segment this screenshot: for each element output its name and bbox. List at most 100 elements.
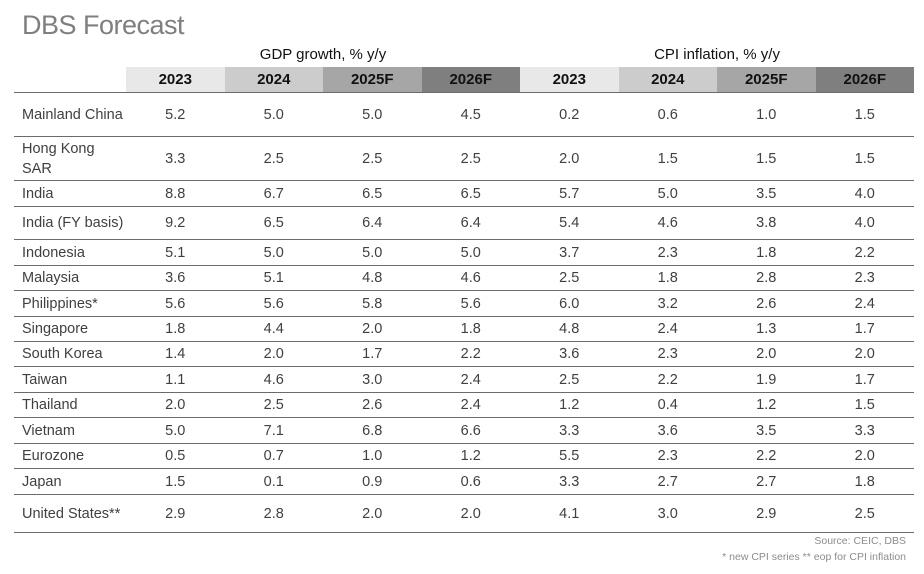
cpi-value-cell: 1.5 — [815, 392, 915, 418]
gdp-value-cell: 2.0 — [323, 316, 422, 342]
country-cell: Indonesia — [14, 239, 126, 266]
gdp-value-cell: 2.0 — [421, 494, 520, 533]
gdp-value-cell: 2.9 — [126, 494, 225, 533]
gdp-value-cell: 3.3 — [126, 136, 225, 181]
cpi-group-header: CPI inflation, % y/y — [654, 46, 780, 63]
cpi-value-cell: 0.2 — [520, 92, 619, 137]
gdp-value-cell: 5.6 — [126, 290, 225, 317]
cpi-year-header: 2025F — [717, 67, 816, 93]
cpi-value-cell: 2.3 — [618, 341, 717, 367]
gdp-value-cell: 2.4 — [421, 392, 520, 418]
table-row: Vietnam 5.0 7.1 6.8 6.6 3.3 3.6 3.5 3.3 — [14, 417, 915, 444]
table-row: Taiwan 1.1 4.6 3.0 2.4 2.5 2.2 1.9 1.7 — [14, 366, 915, 393]
cpi-value-cell: 2.3 — [618, 239, 717, 266]
gdp-value-cell: 5.1 — [126, 239, 225, 266]
cpi-value-cell: 3.8 — [717, 206, 816, 240]
country-cell: Thailand — [14, 392, 126, 418]
gdp-group-header: GDP growth, % y/y — [259, 46, 387, 63]
cpi-value-cell: 3.5 — [717, 180, 816, 207]
cpi-value-cell: 2.0 — [717, 341, 816, 367]
gdp-value-cell: 5.0 — [224, 239, 323, 266]
country-cell: Philippines* — [14, 290, 126, 317]
table-row: Malaysia 3.6 5.1 4.8 4.6 2.5 1.8 2.8 2.3 — [14, 265, 915, 291]
cpi-value-cell: 5.4 — [520, 206, 619, 240]
cpi-value-cell: 4.1 — [520, 494, 619, 533]
cpi-value-cell: 6.0 — [520, 290, 619, 317]
cpi-year-header: 2023 — [520, 67, 619, 93]
gdp-value-cell: 5.0 — [224, 92, 323, 137]
country-cell: South Korea — [14, 341, 126, 367]
gdp-value-cell: 6.6 — [421, 417, 520, 444]
cpi-value-cell: 3.6 — [618, 417, 717, 444]
gdp-value-cell: 4.8 — [323, 265, 422, 291]
gdp-value-cell: 1.4 — [126, 341, 225, 367]
cpi-value-cell: 4.0 — [815, 206, 915, 240]
gdp-value-cell: 0.1 — [224, 468, 323, 495]
cpi-value-cell: 2.0 — [815, 443, 915, 469]
country-cell: India — [14, 180, 126, 207]
gdp-value-cell: 4.5 — [421, 92, 520, 137]
country-cell: United States** — [14, 494, 126, 533]
table-row: Thailand 2.0 2.5 2.6 2.4 1.2 0.4 1.2 1.5 — [14, 392, 915, 418]
gdp-value-cell: 4.4 — [224, 316, 323, 342]
table-row: India (FY basis) 9.2 6.5 6.4 6.4 5.4 4.6 3.8 4.0 — [14, 206, 915, 240]
cpi-value-cell: 3.3 — [815, 417, 915, 444]
gdp-value-cell: 4.6 — [224, 366, 323, 393]
gdp-value-cell: 3.6 — [126, 265, 225, 291]
gdp-value-cell: 1.7 — [323, 341, 422, 367]
cpi-value-cell: 2.5 — [815, 494, 915, 533]
gdp-value-cell: 2.8 — [224, 494, 323, 533]
header-blank — [14, 42, 126, 67]
footnote: * new CPI series ** eop for CPI inflatio… — [722, 551, 906, 563]
cpi-value-cell: 2.6 — [717, 290, 816, 317]
cpi-year-header: 2024 — [618, 67, 717, 93]
table-row: Hong Kong SAR 3.3 2.5 2.5 2.5 2.0 1.5 1.5 1.5 — [14, 136, 915, 181]
gdp-value-cell: 5.1 — [224, 265, 323, 291]
cpi-value-cell: 1.3 — [717, 316, 816, 342]
cpi-value-cell: 4.6 — [618, 206, 717, 240]
cpi-value-cell: 1.8 — [618, 265, 717, 291]
gdp-value-cell: 5.0 — [126, 417, 225, 444]
gdp-value-cell: 2.5 — [224, 136, 323, 181]
table-row: South Korea 1.4 2.0 1.7 2.2 3.6 2.3 2.0 2.0 — [14, 341, 915, 367]
gdp-value-cell: 2.2 — [421, 341, 520, 367]
table-row: United States** 2.9 2.8 2.0 2.0 4.1 3.0 2.9 2.5 — [14, 494, 915, 533]
cpi-year-header: 2026F — [815, 67, 915, 93]
year-header-blank — [14, 67, 126, 93]
table-row: India 8.8 6.7 6.5 6.5 5.7 5.0 3.5 4.0 — [14, 180, 915, 207]
cpi-value-cell: 2.5 — [520, 265, 619, 291]
cpi-value-cell: 2.0 — [815, 341, 915, 367]
cpi-value-cell: 3.0 — [618, 494, 717, 533]
country-cell: Taiwan — [14, 366, 126, 393]
gdp-value-cell: 3.0 — [323, 366, 422, 393]
cpi-value-cell: 2.0 — [520, 136, 619, 181]
gdp-value-cell: 0.9 — [323, 468, 422, 495]
gdp-value-cell: 9.2 — [126, 206, 225, 240]
country-cell: Hong Kong SAR — [14, 136, 126, 181]
cpi-value-cell: 0.6 — [618, 92, 717, 137]
cpi-value-cell: 3.3 — [520, 417, 619, 444]
cpi-value-cell: 2.7 — [618, 468, 717, 495]
gdp-value-cell: 1.2 — [421, 443, 520, 469]
cpi-value-cell: 4.8 — [520, 316, 619, 342]
gdp-year-header: 2023 — [126, 67, 225, 93]
gdp-value-cell: 6.5 — [224, 206, 323, 240]
cpi-value-cell: 1.9 — [717, 366, 816, 393]
cpi-value-cell: 2.8 — [717, 265, 816, 291]
gdp-value-cell: 1.8 — [126, 316, 225, 342]
source-note: Source: CEIC, DBS — [814, 535, 906, 547]
gdp-value-cell: 2.6 — [323, 392, 422, 418]
cpi-value-cell: 1.8 — [815, 468, 915, 495]
gdp-value-cell: 2.0 — [323, 494, 422, 533]
gdp-value-cell: 5.0 — [323, 239, 422, 266]
country-cell: India (FY basis) — [14, 206, 126, 240]
cpi-value-cell: 2.2 — [815, 239, 915, 266]
cpi-value-cell: 2.9 — [717, 494, 816, 533]
gdp-year-header: 2025F — [323, 67, 422, 93]
gdp-value-cell: 6.5 — [421, 180, 520, 207]
gdp-value-cell: 2.0 — [126, 392, 225, 418]
gdp-value-cell: 0.5 — [126, 443, 225, 469]
gdp-value-cell: 5.0 — [323, 92, 422, 137]
cpi-value-cell: 2.7 — [717, 468, 816, 495]
cpi-value-cell: 1.7 — [815, 316, 915, 342]
